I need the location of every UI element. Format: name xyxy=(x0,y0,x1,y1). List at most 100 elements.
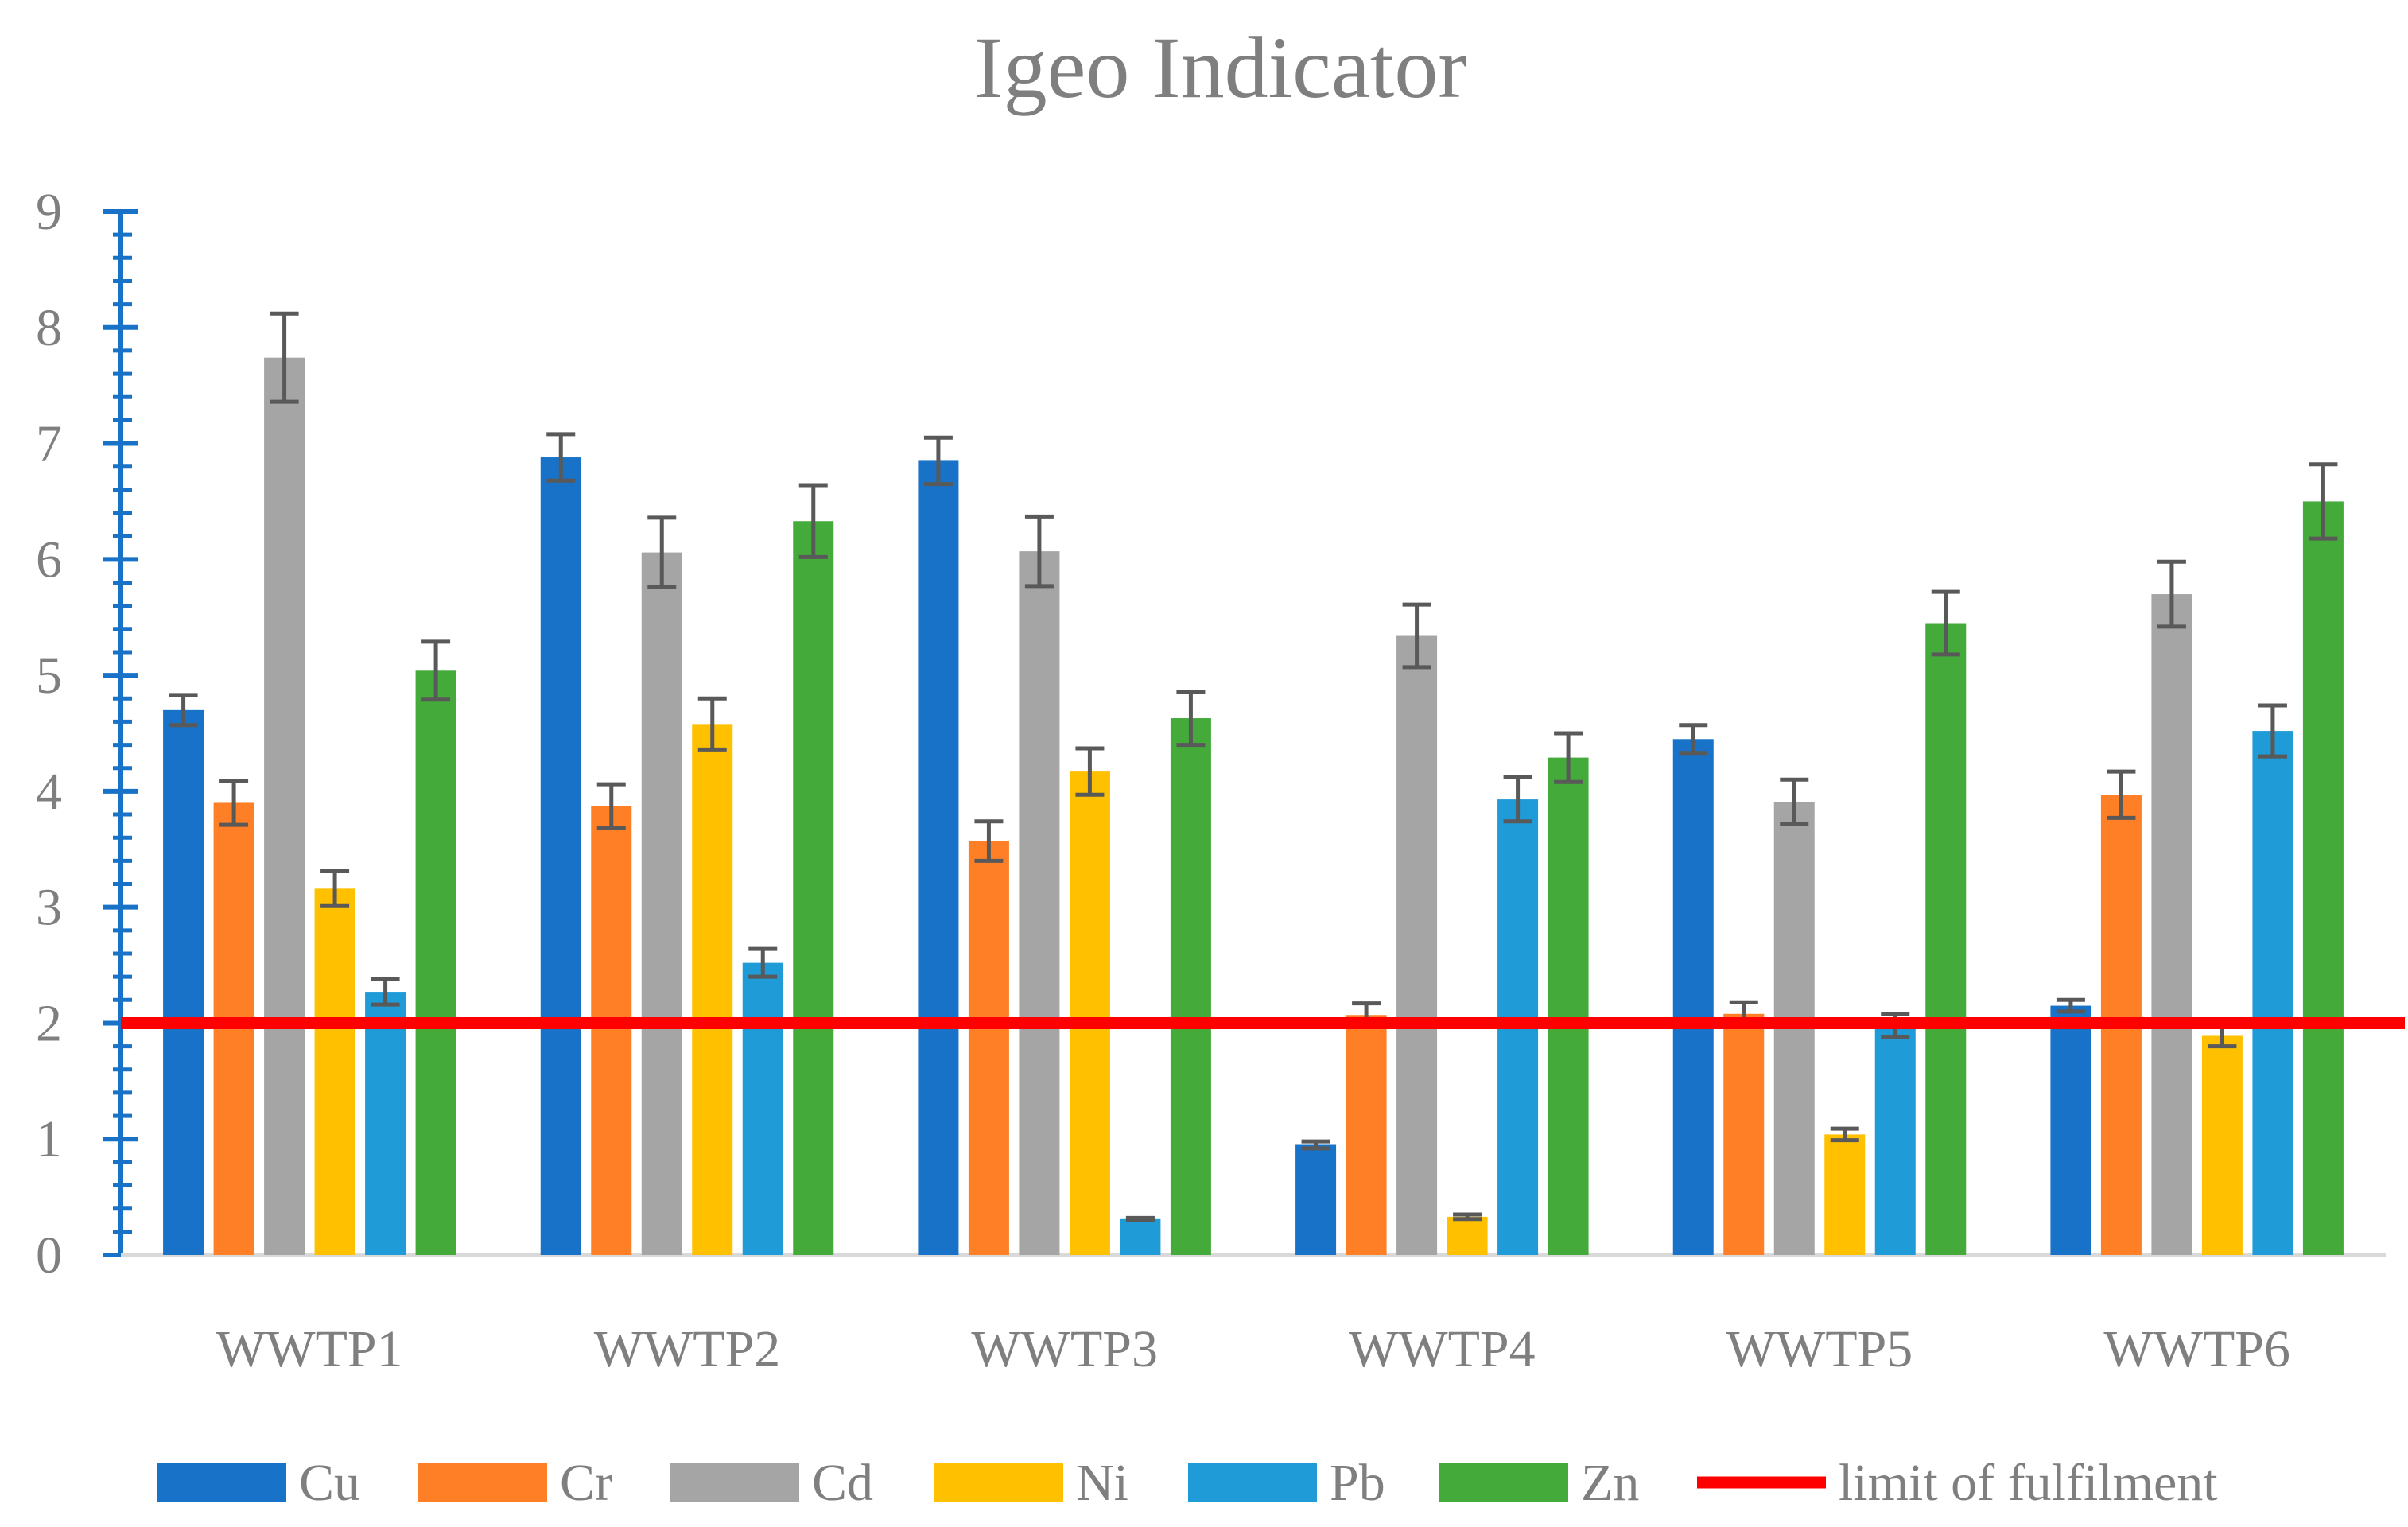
bar-cr-wwtp3 xyxy=(968,841,1009,1255)
bar-pb-wwtp6 xyxy=(2252,731,2293,1255)
error-bar xyxy=(1931,589,1960,657)
error-bar xyxy=(1024,514,1054,589)
legend-swatch-ni xyxy=(934,1463,1063,1502)
bar-pb-wwtp2 xyxy=(742,962,783,1255)
error-bar xyxy=(596,782,626,831)
error-bar xyxy=(647,515,677,589)
legend-label-cr: Cr xyxy=(560,1454,612,1512)
legend-swatch-cr xyxy=(418,1463,547,1502)
bar-ni-wwtp4 xyxy=(1447,1216,1488,1255)
error-bar xyxy=(320,868,350,908)
legend-label-ni: Ni xyxy=(1076,1454,1128,1512)
bar-cu-wwtp3 xyxy=(918,460,959,1255)
error-bar xyxy=(2107,769,2136,820)
bar-ni-wwtp2 xyxy=(692,724,733,1255)
x-category-label: WWTP2 xyxy=(594,1320,781,1378)
legend-label-cu: Cu xyxy=(299,1454,360,1512)
bar-ni-wwtp3 xyxy=(1069,771,1110,1255)
bars xyxy=(163,357,2344,1256)
y-tick-label: 1 xyxy=(36,1110,62,1168)
error-bar xyxy=(371,977,400,1007)
error-bar xyxy=(697,696,727,752)
bar-cr-wwtp2 xyxy=(591,806,632,1255)
x-category-label: WWTP4 xyxy=(1349,1320,1536,1378)
bar-cr-wwtp5 xyxy=(1723,1013,1765,1255)
error-bar xyxy=(974,819,1004,863)
error-bar xyxy=(1679,723,1708,756)
x-category-label: WWTP5 xyxy=(1726,1320,1913,1378)
error-bars xyxy=(169,311,2338,1222)
bar-cd-wwtp1 xyxy=(264,357,305,1256)
bar-pb-wwtp5 xyxy=(1874,1025,1916,1255)
y-tick-label: 3 xyxy=(36,879,62,937)
error-bar xyxy=(1125,1215,1155,1222)
legend-swatch-cd xyxy=(670,1463,799,1502)
error-bar xyxy=(798,483,828,559)
bar-cr-wwtp4 xyxy=(1346,1015,1387,1255)
bar-cu-wwtp4 xyxy=(1295,1144,1337,1255)
error-bar xyxy=(421,639,451,702)
legend-label-pb: Pb xyxy=(1330,1454,1385,1512)
legend-swatch-zn xyxy=(1439,1463,1568,1502)
bar-ni-wwtp5 xyxy=(1824,1134,1866,1255)
bar-zn-wwtp4 xyxy=(1548,757,1589,1255)
error-bar xyxy=(2157,559,2186,629)
error-bar xyxy=(270,311,299,404)
bar-cd-wwtp6 xyxy=(2151,594,2192,1255)
error-bar xyxy=(1503,775,1532,824)
error-bar xyxy=(1075,746,1105,797)
error-bar xyxy=(546,432,576,483)
bar-cu-wwtp2 xyxy=(540,457,581,1255)
error-bar xyxy=(219,779,249,827)
bar-cu-wwtp1 xyxy=(163,709,204,1255)
x-axis: WWTP1 WWTP2 WWTP3 WWTP4 WWTP5 WWTP6 xyxy=(121,1253,2386,1378)
error-bar xyxy=(2056,997,2085,1014)
error-bar xyxy=(169,693,198,728)
y-tick-label: 6 xyxy=(36,530,62,589)
x-category-label: WWTP1 xyxy=(216,1320,403,1378)
bar-cd-wwtp2 xyxy=(641,552,682,1255)
error-bar xyxy=(1301,1139,1330,1151)
bar-zn-wwtp5 xyxy=(1925,623,1967,1255)
bar-zn-wwtp3 xyxy=(1170,718,1211,1255)
bar-zn-wwtp1 xyxy=(415,670,456,1255)
legend-label-zn: Zn xyxy=(1581,1454,1639,1512)
y-axis: 0 1 2 3 4 5 6 7 8 9 xyxy=(36,183,138,1284)
bar-zn-wwtp6 xyxy=(2302,501,2344,1255)
error-bar xyxy=(923,435,953,487)
bar-cd-wwtp3 xyxy=(1019,551,1060,1255)
y-tick-label: 4 xyxy=(36,763,62,821)
error-bar xyxy=(748,946,778,979)
error-bar xyxy=(1830,1126,1859,1143)
error-bar xyxy=(1176,690,1206,748)
legend: Cu Cr Cd Ni Pb Zn limit of fulfilment xyxy=(157,1454,2218,1512)
y-tick-label: 9 xyxy=(36,183,62,241)
error-bar xyxy=(1554,731,1583,784)
y-tick-label: 5 xyxy=(36,647,62,705)
legend-swatch-cu xyxy=(157,1463,286,1502)
error-bar xyxy=(1402,602,1431,670)
error-bar xyxy=(2309,462,2338,541)
legend-label-cd: Cd xyxy=(812,1454,873,1512)
bar-cu-wwtp5 xyxy=(1672,739,1714,1255)
legend-label-limit: limit of fulfilment xyxy=(1839,1454,2218,1512)
error-bar xyxy=(1453,1212,1482,1222)
y-tick-label: 7 xyxy=(36,415,62,473)
legend-swatch-pb xyxy=(1188,1463,1317,1502)
bar-zn-wwtp2 xyxy=(793,521,834,1255)
bar-ni-wwtp1 xyxy=(314,888,355,1255)
bar-ni-wwtp6 xyxy=(2201,1035,2243,1255)
bar-pb-wwtp3 xyxy=(1120,1218,1161,1255)
x-category-label: WWTP3 xyxy=(971,1320,1158,1378)
bar-cu-wwtp6 xyxy=(2050,1005,2091,1255)
y-tick-label: 8 xyxy=(36,299,62,357)
bar-cd-wwtp4 xyxy=(1396,635,1438,1255)
y-tick-label: 0 xyxy=(36,1226,62,1284)
chart-title: Igeo Indicator xyxy=(974,19,1467,116)
bar-pb-wwtp1 xyxy=(365,992,406,1255)
y-tick-label: 2 xyxy=(36,994,62,1052)
error-bar xyxy=(2258,703,2287,759)
error-bar xyxy=(1780,777,1809,826)
x-category-label: WWTP6 xyxy=(2103,1320,2290,1378)
